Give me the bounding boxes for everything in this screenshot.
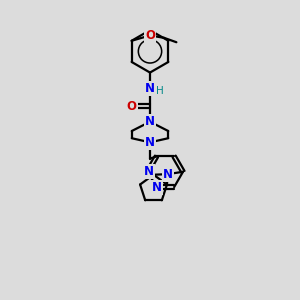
Text: N: N [145, 115, 155, 128]
Text: H: H [155, 86, 163, 96]
Text: N: N [145, 136, 155, 149]
Text: O: O [127, 100, 137, 113]
Text: N: N [145, 82, 155, 95]
Text: N: N [163, 168, 173, 181]
Text: N: N [144, 165, 154, 178]
Text: N: N [152, 181, 162, 194]
Text: O: O [145, 29, 155, 42]
